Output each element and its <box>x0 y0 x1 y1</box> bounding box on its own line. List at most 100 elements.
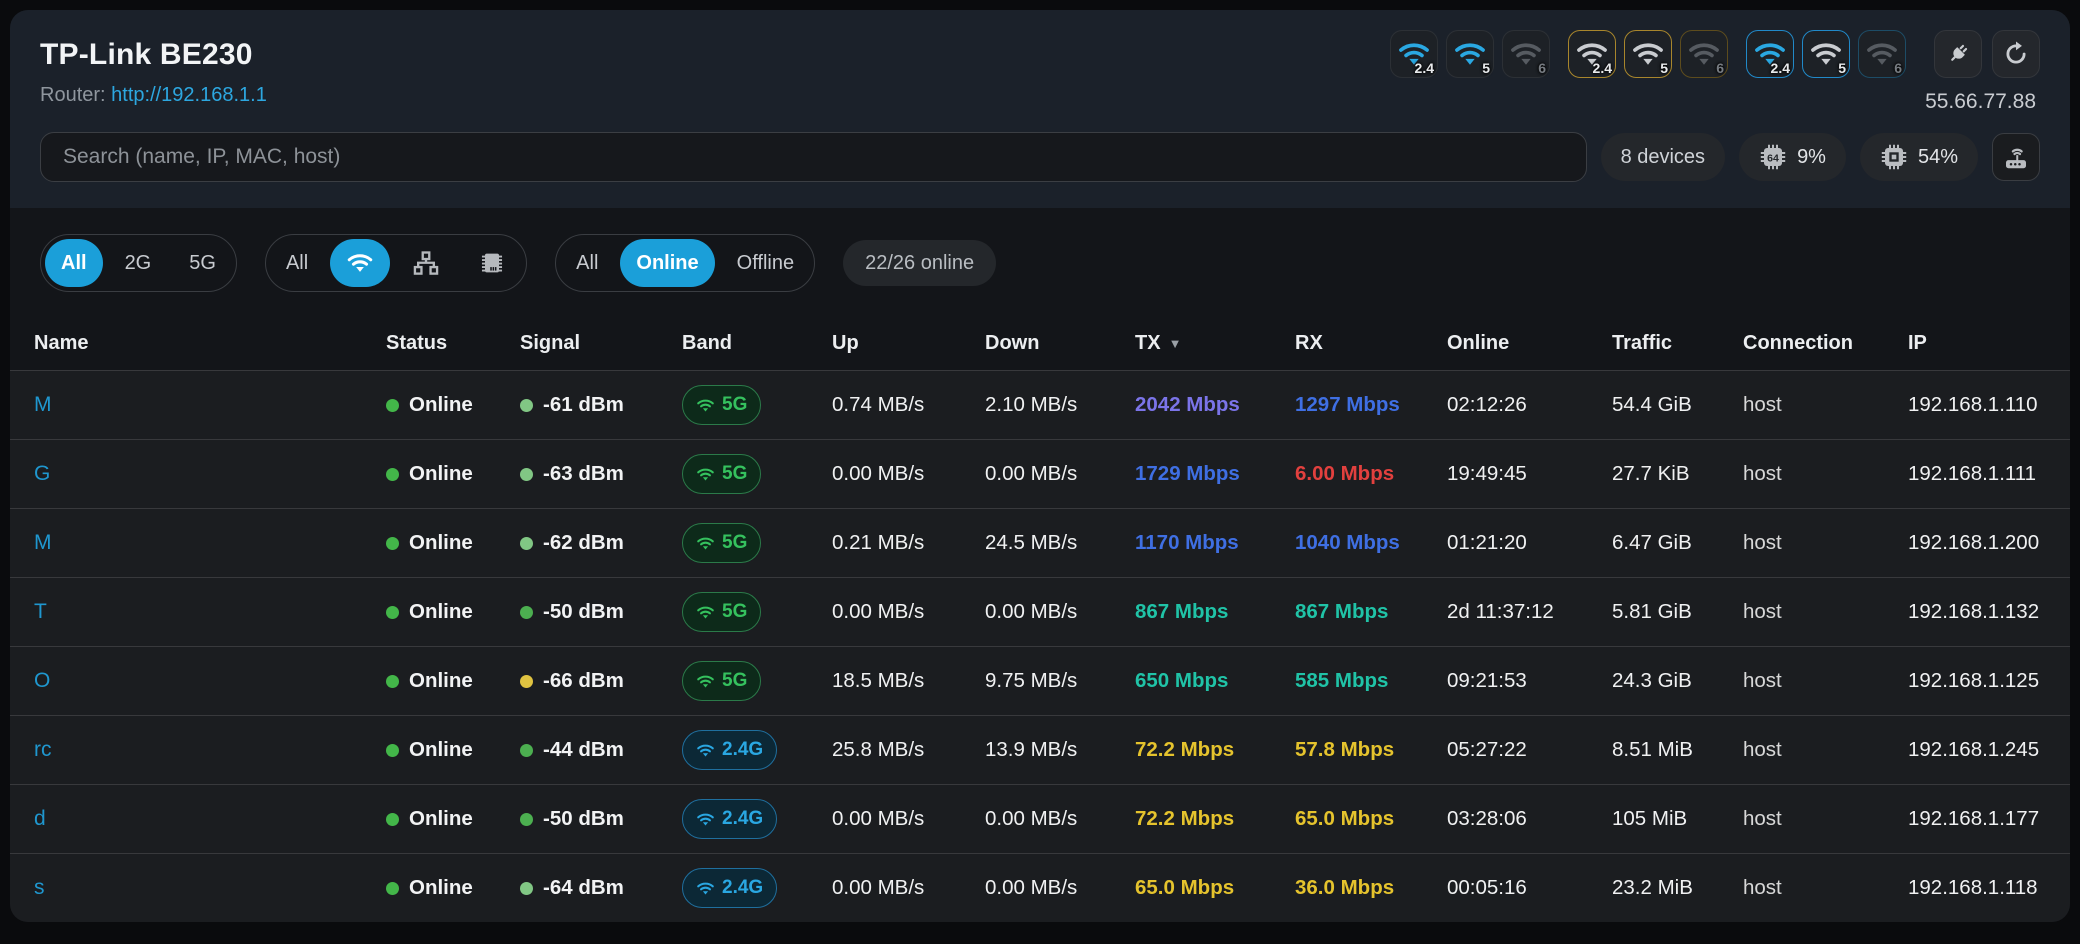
cell-down: 9.75 MB/s <box>985 669 1135 693</box>
cell-band: 5G <box>682 385 832 425</box>
cell-name: M <box>34 393 386 417</box>
band-label: 6 <box>1716 60 1724 76</box>
table-row: rc Online -44 dBm 2.4G 25.8 MB/s 13.9 MB… <box>10 715 2070 784</box>
device-name-link[interactable]: rc <box>34 738 52 761</box>
device-name-link[interactable]: d <box>34 807 46 830</box>
band-status-toolbar: 2.4 5 6 2.4 5 6 2.4 5 6 <box>1390 30 2040 78</box>
band-filter-5g[interactable]: 5G <box>173 239 232 287</box>
column-header-connection[interactable]: Connection <box>1743 332 1908 355</box>
status-dot <box>386 882 399 895</box>
cell-status: Online <box>386 600 520 624</box>
cell-ip: 192.168.1.125 <box>1908 669 2070 693</box>
status-filter-segment: AllOnlineOffline <box>555 234 815 292</box>
device-name-link[interactable]: M <box>34 531 52 554</box>
band-label: 6 <box>1538 60 1546 76</box>
band-pill: 2.4G <box>682 799 777 839</box>
device-name-link[interactable]: T <box>34 600 47 623</box>
cell-up: 0.74 MB/s <box>832 393 985 417</box>
wifi-band-group: 2.4 5 6 <box>1568 30 1728 78</box>
cell-traffic: 54.4 GiB <box>1612 393 1743 417</box>
column-header-ip[interactable]: IP <box>1908 332 2070 355</box>
refresh-icon <box>2003 41 2029 67</box>
cell-connection: host <box>1743 531 1908 555</box>
status-dot <box>386 399 399 412</box>
cell-traffic: 23.2 MiB <box>1612 876 1743 900</box>
cpu-icon: 64 <box>1759 143 1787 171</box>
device-name-link[interactable]: M <box>34 393 52 416</box>
band-filter-all[interactable]: All <box>45 239 103 287</box>
chip-icon <box>478 249 506 277</box>
signal-dot <box>520 882 533 895</box>
cell-up: 0.00 MB/s <box>832 462 985 486</box>
status-filter-all[interactable]: All <box>560 239 614 287</box>
device-name-link[interactable]: G <box>34 462 50 485</box>
cell-rx: 36.0 Mbps <box>1295 876 1447 900</box>
plug-button[interactable] <box>1934 30 1982 78</box>
cell-rx: 585 Mbps <box>1295 669 1447 693</box>
wifi-icon <box>696 879 715 898</box>
device-name-link[interactable]: s <box>34 876 45 899</box>
band-pill: 5G <box>682 661 761 701</box>
cell-connection: host <box>1743 738 1908 762</box>
type-filter-chip-icon-option[interactable] <box>462 239 522 287</box>
column-header-status[interactable]: Status <box>386 332 520 355</box>
wifi-icon <box>696 465 715 484</box>
cell-signal: -61 dBm <box>520 393 682 417</box>
cpu-usage-chip: 64 9% <box>1739 133 1846 181</box>
cell-band: 5G <box>682 661 832 701</box>
router-line: Router: http://192.168.1.1 <box>40 84 1390 107</box>
cell-band: 2.4G <box>682 799 832 839</box>
router-info-button[interactable] <box>1992 133 2040 181</box>
status-filter-online[interactable]: Online <box>620 239 714 287</box>
router-link[interactable]: http://192.168.1.1 <box>111 84 267 106</box>
wifi-band-button-5[interactable]: 5 <box>1624 30 1672 78</box>
wifi-band-button-2.4[interactable]: 2.4 <box>1390 30 1438 78</box>
cell-name: O <box>34 669 386 693</box>
cell-tx: 65.0 Mbps <box>1135 876 1295 900</box>
cell-tx: 72.2 Mbps <box>1135 738 1295 762</box>
column-header-down[interactable]: Down <box>985 332 1135 355</box>
wifi-band-button-5[interactable]: 5 <box>1446 30 1494 78</box>
band-pill: 2.4G <box>682 730 777 770</box>
wifi-band-button-6[interactable]: 6 <box>1502 30 1550 78</box>
column-header-up[interactable]: Up <box>832 332 985 355</box>
column-header-band[interactable]: Band <box>682 332 832 355</box>
wifi-band-button-2.4[interactable]: 2.4 <box>1568 30 1616 78</box>
router-icon <box>2001 142 2031 172</box>
type-filter-all[interactable]: All <box>270 239 324 287</box>
column-header-name[interactable]: Name <box>34 332 386 355</box>
status-filter-offline[interactable]: Offline <box>721 239 810 287</box>
type-filter-wifi-icon-option[interactable] <box>330 239 390 287</box>
search-input[interactable] <box>40 132 1587 182</box>
header: TP-Link BE230 Router: http://192.168.1.1… <box>10 10 2070 208</box>
column-header-rx[interactable]: RX <box>1295 332 1447 355</box>
status-label: Online <box>409 462 473 486</box>
type-filter-lan-icon-option[interactable] <box>396 239 456 287</box>
cell-ip: 192.168.1.111 <box>1908 462 2070 486</box>
column-header-signal[interactable]: Signal <box>520 332 682 355</box>
device-count-badge: 8 devices <box>1601 133 1726 181</box>
memory-icon <box>1880 143 1908 171</box>
cell-traffic: 5.81 GiB <box>1612 600 1743 624</box>
band-filter-2g[interactable]: 2G <box>109 239 168 287</box>
signal-dot <box>520 399 533 412</box>
wifi-band-button-5[interactable]: 5 <box>1802 30 1850 78</box>
wifi-band-button-6[interactable]: 6 <box>1858 30 1906 78</box>
status-dot <box>386 744 399 757</box>
cell-ip: 192.168.1.132 <box>1908 600 2070 624</box>
wifi-icon <box>696 603 715 622</box>
cell-up: 18.5 MB/s <box>832 669 985 693</box>
column-header-tx[interactable]: TX▼ <box>1135 332 1295 355</box>
device-name-link[interactable]: O <box>34 669 50 692</box>
cell-down: 0.00 MB/s <box>985 600 1135 624</box>
status-label: Online <box>409 393 473 417</box>
wifi-band-button-2.4[interactable]: 2.4 <box>1746 30 1794 78</box>
wifi-band-button-6[interactable]: 6 <box>1680 30 1728 78</box>
column-header-traffic[interactable]: Traffic <box>1612 332 1743 355</box>
filter-bar: All2G5G All AllOnlineOffline 22/26 onlin… <box>10 208 2070 316</box>
refresh-button[interactable] <box>1992 30 2040 78</box>
band-label: 2.4 <box>1593 60 1612 76</box>
cpu-usage-value: 9% <box>1797 146 1826 169</box>
cell-online: 05:27:22 <box>1447 738 1612 762</box>
column-header-online[interactable]: Online <box>1447 332 1612 355</box>
